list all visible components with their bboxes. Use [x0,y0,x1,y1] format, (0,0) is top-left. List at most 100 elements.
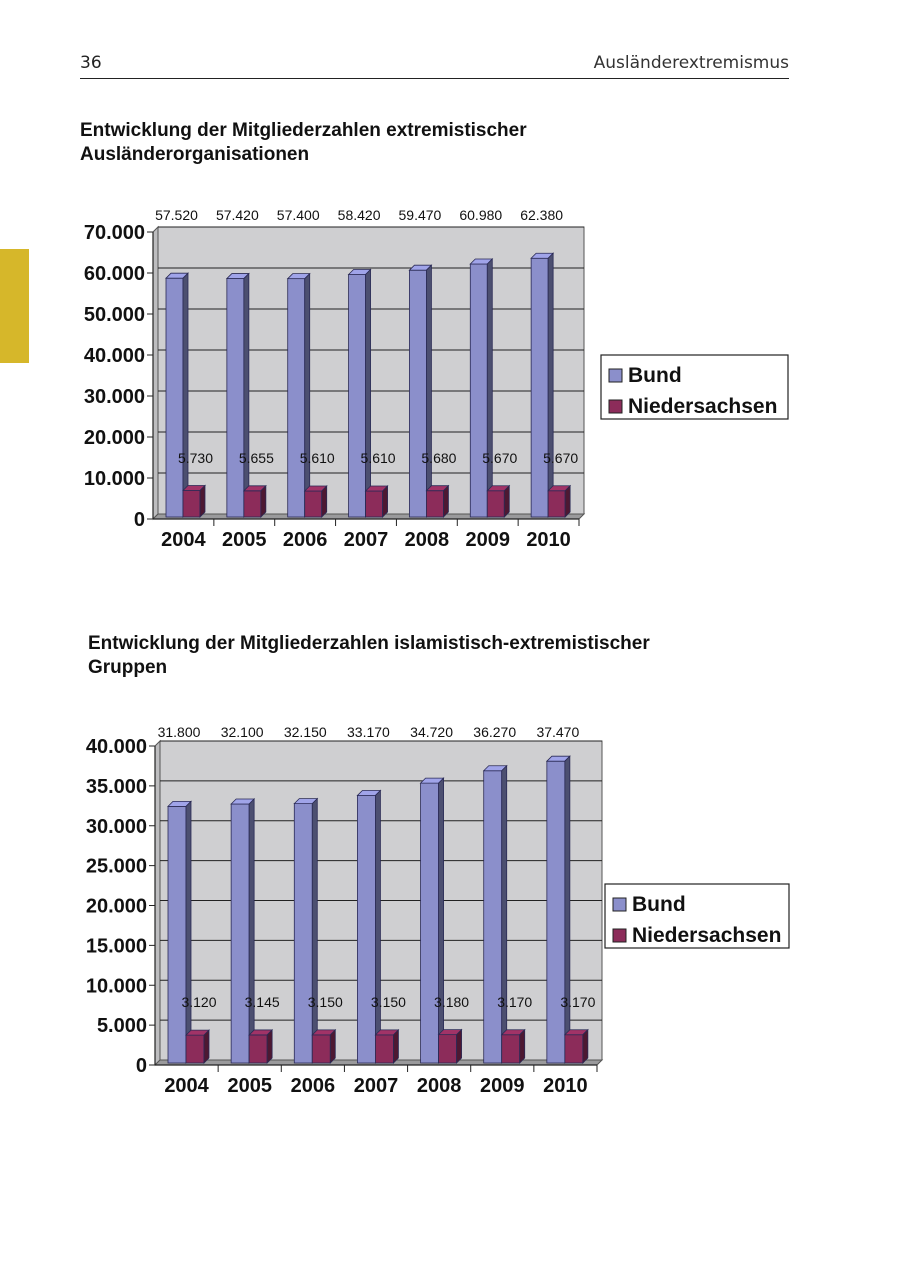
category-label: 2008 [417,1075,462,1097]
data-label-niedersachsen: 5.610 [361,450,396,466]
legend-swatch-niedersachsen [608,399,623,414]
category-label: 2005 [227,1075,272,1097]
data-label-bund: 32.100 [221,724,264,740]
bar-niedersachsen [547,484,572,518]
page-number: 36 [80,53,102,73]
data-label-bund: 36.270 [473,724,516,740]
data-label-niedersachsen: 5.655 [239,450,274,466]
bar-bund [545,755,571,1064]
bar-niedersachsen [248,1028,274,1064]
bar-bund [165,272,189,518]
bar-bund [469,258,494,518]
category-label: 2007 [354,1075,399,1097]
bar-niedersachsen [437,1028,463,1064]
y-tick-label: 20.000 [86,896,147,918]
bar-niedersachsen [364,485,389,518]
bar-bund [347,268,372,518]
y-tick-label: 70.000 [84,222,145,244]
legend-label-bund: Bund [628,364,682,387]
bar-bund [286,272,311,518]
running-head: Ausländerextremismus [593,53,789,73]
bar-niedersachsen [500,1028,526,1064]
data-label-bund: 31.800 [158,724,201,740]
data-label-niedersachsen: 3.150 [308,994,343,1010]
y-tick-label: 20.000 [84,427,145,449]
data-label-niedersachsen: 3.120 [181,994,216,1010]
data-label-bund: 33.170 [347,724,390,740]
legend: Bund Niedersachsen [604,883,790,949]
chapter-side-tab [0,249,29,363]
data-label-niedersachsen: 3.150 [371,994,406,1010]
chart-auslaenderorganisationen: 0 10.000 20.000 30.000 40.000 50.000 60.000 70.… [84,207,789,551]
category-label: 2010 [543,1075,588,1097]
bar-niedersachsen [182,484,206,518]
legend-swatch-bund [608,368,623,383]
data-label-bund: 34.720 [410,724,453,740]
y-tick-label: 30.000 [84,386,145,408]
data-label-bund: 57.400 [277,207,320,223]
legend: Bund Niedersachsen [600,354,789,420]
y-tick-label: 5.000 [97,1015,147,1037]
legend-box [604,883,790,949]
y-tick-label: 25.000 [86,856,147,878]
bar-bund [530,252,555,518]
bar-niedersachsen [425,484,450,518]
bar-bund [230,798,256,1064]
y-tick-label: 40.000 [84,345,145,367]
y-tick-label: 60.000 [84,263,145,285]
bar-bund [225,272,250,518]
bar-bund [356,789,382,1064]
data-label-niedersachsen: 5.610 [300,450,335,466]
legend-swatch-niedersachsen [612,928,627,943]
plot-side-wall [154,739,161,1067]
bar-niedersachsen [303,485,328,518]
category-label: 2010 [526,529,571,551]
category-label: 2008 [405,529,450,551]
data-label-bund: 58.420 [338,207,381,223]
y-tick-label: 30.000 [86,816,147,838]
data-label-niedersachsen: 3.145 [245,994,280,1010]
chart-islamistische-gruppen: 0 5.000 10.000 15.000 20.000 25.000 30.000 35.0… [86,724,790,1097]
category-label: 2006 [283,529,328,551]
legend-label-niedersachsen: Niedersachsen [628,395,777,418]
y-tick-label: 35.000 [86,776,147,798]
bar-bund [482,764,508,1064]
y-tick-label: 40.000 [86,736,147,758]
category-label: 2004 [161,529,206,551]
legend-box [600,354,789,420]
y-tick-label: 0 [134,509,145,531]
data-label-niedersachsen: 3.170 [497,994,532,1010]
data-label-niedersachsen: 3.170 [560,994,595,1010]
data-label-niedersachsen: 5.730 [178,450,213,466]
bar-bund [167,800,192,1064]
legend-swatch-bund [612,897,627,912]
chart-title-islamistische-gruppen: Entwicklung der Mitgliederzahlen islamis… [88,633,650,678]
y-tick-label: 10.000 [84,468,145,490]
category-label: 2005 [222,529,267,551]
bar-niedersachsen [374,1028,400,1064]
legend-label-bund: Bund [632,893,686,916]
data-label-niedersachsen: 5.670 [543,450,578,466]
data-label-bund: 32.150 [284,724,327,740]
bar-niedersachsen [242,484,267,518]
bar-niedersachsen [311,1028,337,1064]
bar-niedersachsen [185,1029,210,1064]
bar-niedersachsen [563,1028,589,1064]
bar-niedersachsen [486,484,511,518]
data-label-bund: 37.470 [536,724,579,740]
legend-label-niedersachsen: Niedersachsen [632,924,781,947]
y-tick-label: 0 [136,1055,147,1077]
header-rule [80,78,789,79]
category-label: 2004 [164,1075,209,1097]
bar-bund [419,777,445,1064]
data-label-bund: 57.420 [216,207,259,223]
y-tick-label: 10.000 [86,975,147,997]
plot-area [157,226,585,515]
data-label-bund: 60.980 [459,207,502,223]
data-label-bund: 62.380 [520,207,563,223]
data-label-bund: 59.470 [399,207,442,223]
category-label: 2006 [291,1075,336,1097]
y-tick-label: 50.000 [84,304,145,326]
category-label: 2007 [344,529,389,551]
data-label-niedersachsen: 5.670 [482,450,517,466]
